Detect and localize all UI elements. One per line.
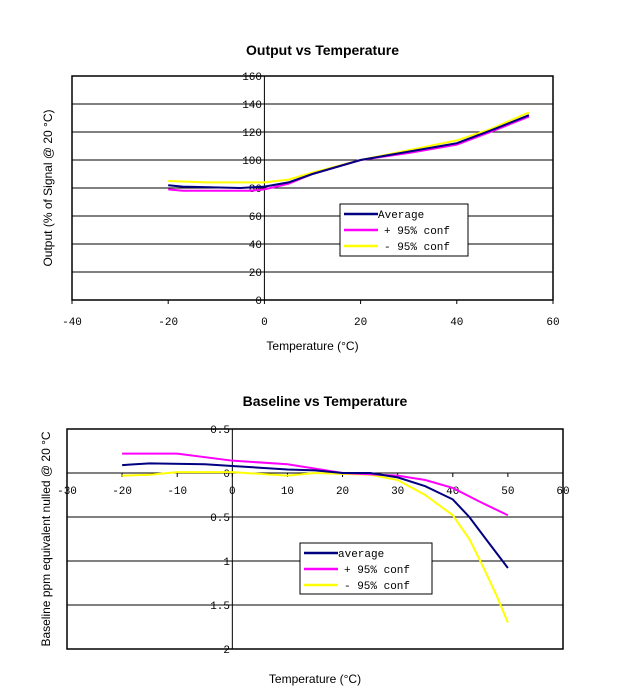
series-line <box>122 471 509 623</box>
x-axis-label: Temperature (°C) <box>269 672 361 686</box>
legend-label: average <box>338 549 384 561</box>
y-tick-label: 0 <box>255 296 262 308</box>
y-tick-label: 1 <box>223 557 230 569</box>
x-tick-label: -40 <box>62 317 82 329</box>
series-line <box>168 114 530 190</box>
x-tick-label: 10 <box>281 486 294 498</box>
x-tick-label: 20 <box>354 317 367 329</box>
chart-1: Output vs Temperature0204060801001201401… <box>41 42 560 353</box>
legend-label: + 95% conf <box>384 226 450 238</box>
y-tick-label: 0 <box>223 469 230 481</box>
y-tick-label: 0.5 <box>210 513 230 525</box>
x-tick-label: 20 <box>336 486 349 498</box>
x-tick-label: -20 <box>112 486 132 498</box>
y-tick-label: 40 <box>249 240 262 252</box>
x-tick-label: 30 <box>391 486 404 498</box>
y-tick-label: 20 <box>249 268 262 280</box>
chart-2: Baseline vs Temperature 0.5 0 0.5 1 1.5 2 -30 -2… <box>39 393 570 686</box>
x-tick-label: 50 <box>501 486 514 498</box>
x-tick-label: -10 <box>167 486 187 498</box>
y-tick-label: 160 <box>242 72 262 84</box>
plot-area <box>66 428 564 650</box>
y-tick-label: 2 <box>223 645 230 657</box>
y-tick-label: 0.5 <box>210 425 230 437</box>
chart-title: Output vs Temperature <box>246 42 399 58</box>
legend-label: - 95% conf <box>384 242 450 254</box>
legend-label: Average <box>378 210 424 222</box>
y-tick-label: 60 <box>249 212 262 224</box>
series-line <box>122 462 509 569</box>
y-axis-label: Output (% of Signal @ 20 °C) <box>41 109 55 266</box>
legend: Average + 95% conf - 95% conf <box>339 203 469 257</box>
x-tick-label: 0 <box>229 486 236 498</box>
legend-label: + 95% conf <box>344 565 410 577</box>
y-axis-label: Baseline ppm equivalent nulled @ 20 °C <box>39 431 53 646</box>
x-tick-label: -20 <box>158 317 178 329</box>
y-tick-label: 1.5 <box>210 601 230 613</box>
x-tick-label: -30 <box>57 486 77 498</box>
legend: average + 95% conf - 95% conf <box>299 542 433 595</box>
x-tick-label: 60 <box>546 317 559 329</box>
x-tick-label: 40 <box>450 317 463 329</box>
x-axis-label: Temperature (°C) <box>266 339 358 353</box>
y-tick-label: 100 <box>242 156 262 168</box>
x-tick-label: 0 <box>261 317 268 329</box>
y-tick-label: 120 <box>242 128 262 140</box>
y-tick-label: 140 <box>242 100 262 112</box>
x-tick-label: 60 <box>556 486 569 498</box>
chart-title: Baseline vs Temperature <box>243 393 408 409</box>
legend-label: - 95% conf <box>344 581 410 593</box>
